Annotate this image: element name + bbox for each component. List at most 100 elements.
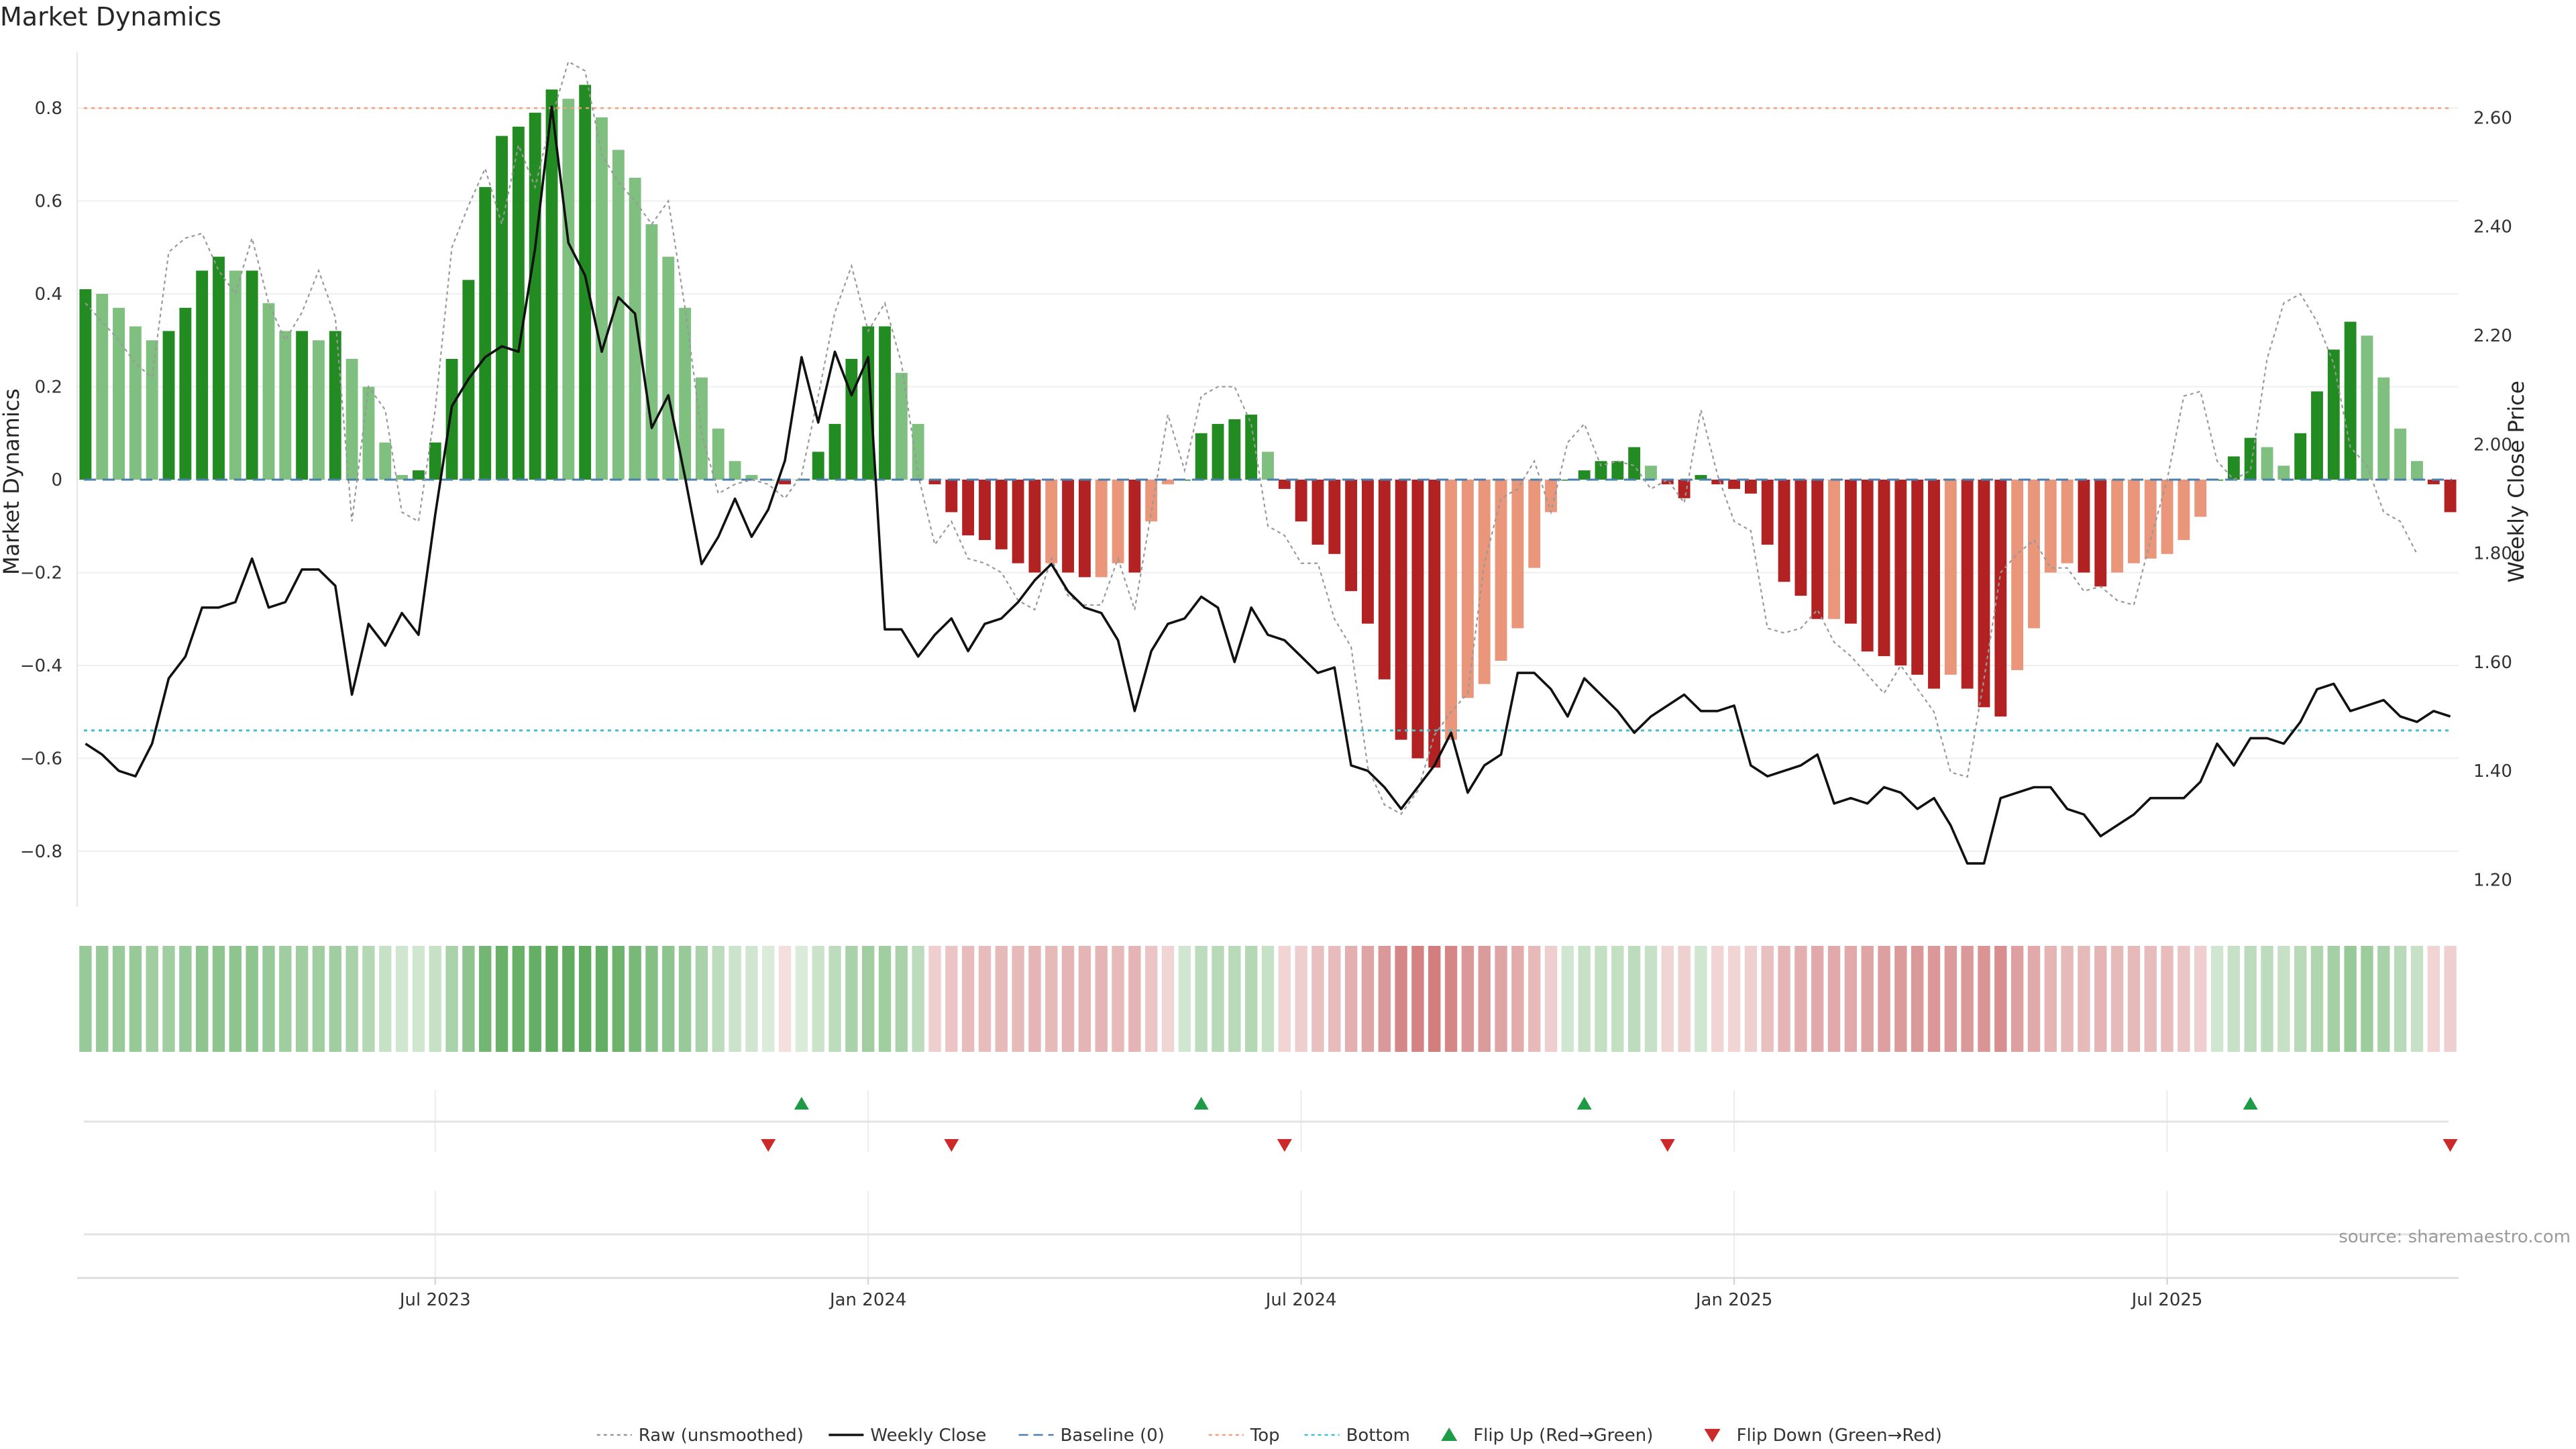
strip-cell (2044, 946, 2057, 1052)
strip-cell (196, 946, 209, 1052)
strip-cell (2161, 946, 2174, 1052)
strip-cell (412, 946, 425, 1052)
strip-cell (1411, 946, 1424, 1052)
strip-cell (1112, 946, 1124, 1052)
legend-label: Weekly Close (870, 1426, 986, 1446)
legend-item: Baseline (0) (1018, 1426, 1165, 1446)
x-tick-label: Jan 2025 (1695, 1290, 1773, 1310)
market-dynamics-bar (1478, 480, 1491, 684)
market-dynamics-bar (629, 177, 641, 480)
market-dynamics-bar (1811, 480, 1824, 619)
strip-cell (1444, 946, 1458, 1052)
market-dynamics-bar (113, 307, 125, 480)
flip-down-marker (761, 1139, 776, 1152)
strip-cell (2377, 946, 2390, 1052)
strip-cell (1478, 946, 1491, 1052)
strip-cell (1778, 946, 1790, 1052)
strip-cell (112, 946, 125, 1052)
legend-label: Top (1250, 1426, 1280, 1446)
x-tick-label: Jul 2023 (398, 1290, 471, 1310)
strip-cell (1544, 946, 1558, 1052)
market-dynamics-bar (679, 307, 692, 480)
strip-cell (2427, 946, 2440, 1052)
legend-flip-up-icon (1441, 1428, 1458, 1441)
strip-cell (1994, 946, 2007, 1052)
market-dynamics-bar (1894, 480, 1907, 665)
strip-cell (1261, 946, 1275, 1052)
market-dynamics-bar (2427, 480, 2440, 484)
strip-cell (279, 946, 292, 1052)
market-dynamics-bar (1878, 480, 1890, 657)
market-dynamics-bar (1761, 480, 1774, 545)
market-dynamics-bar (1445, 480, 1458, 740)
market-dynamics-bar (329, 331, 341, 480)
strip-cell (762, 946, 775, 1052)
strip-cell (2178, 946, 2190, 1052)
market-dynamics-bar (1595, 461, 1607, 480)
strip-cell (1012, 946, 1024, 1052)
strip-cell (1378, 946, 1391, 1052)
market-dynamics-bar (1911, 480, 1924, 675)
strip-cell (512, 946, 525, 1052)
market-dynamics-bar (396, 475, 409, 480)
market-dynamics-bar (1861, 480, 1874, 652)
strip-cell (1228, 946, 1241, 1052)
strip-cell (595, 946, 608, 1052)
strip-cell (162, 946, 175, 1052)
market-dynamics-bar (2377, 377, 2390, 480)
strip-cell (2194, 946, 2207, 1052)
market-dynamics-bar (1645, 466, 1657, 480)
market-dynamics-bar (2178, 480, 2190, 541)
market-dynamics-bar (2294, 433, 2307, 480)
strip-cell (246, 946, 258, 1052)
strip-cell (2144, 946, 2157, 1052)
flip-up-marker (794, 1097, 809, 1110)
market-dynamics-bar (362, 386, 375, 480)
market-dynamics-bar (445, 358, 458, 480)
strip-cell (1061, 946, 1075, 1052)
market-dynamics-bar (1695, 475, 1707, 480)
market-dynamics-bar (1628, 447, 1641, 480)
right-y-tick-label: 1.60 (2473, 653, 2512, 673)
right-y-tick-label: 2.00 (2473, 435, 2512, 455)
market-dynamics-bar (179, 307, 192, 480)
left-y-tick-label: 0 (51, 470, 62, 490)
market-dynamics-bar (379, 442, 392, 480)
market-dynamics-bar (945, 480, 958, 513)
strip-cell (1295, 946, 1307, 1052)
strip-cell (1495, 946, 1507, 1052)
strip-cell (2110, 946, 2124, 1052)
strip-cell (1461, 946, 1474, 1052)
legend-item: Weekly Close (828, 1426, 986, 1446)
x-axis: Jul 2023 Jan 2024 Jul 2024 Jan 2025 Jul 2025 (77, 1277, 2459, 1310)
market-dynamics-bar (1778, 480, 1790, 582)
market-dynamics-bar (2044, 480, 2057, 573)
market-dynamics-bar (2161, 480, 2174, 554)
left-y-axis-label: Market Dynamics (0, 388, 24, 575)
market-dynamics-bar (745, 475, 758, 480)
strip-cell (1078, 946, 1091, 1052)
strip-cell (2244, 946, 2257, 1052)
strip-cell (1145, 946, 1158, 1052)
x-tick-label: Jan 2024 (828, 1290, 907, 1310)
strip-cell (912, 946, 924, 1052)
strip-cell (1528, 946, 1541, 1052)
source-text: source: sharemaestro.com (2339, 1227, 2571, 1247)
strip-cell (1578, 946, 1591, 1052)
strip-cell (545, 946, 558, 1052)
market-dynamics-bar (1112, 480, 1124, 564)
strip-cell (1794, 946, 1807, 1052)
market-dynamics-bar (1245, 415, 1258, 480)
legend-item: Raw (unsmoothed) (596, 1426, 804, 1446)
left-y-tick-label: 0.4 (35, 284, 62, 305)
strength-strip (79, 946, 2457, 1052)
market-dynamics-bar (146, 340, 158, 480)
strip-cell (729, 946, 741, 1052)
line-series (85, 60, 2451, 865)
market-dynamics-bar (1944, 480, 1957, 675)
strip-cell (778, 946, 792, 1052)
chart-title: Market Dynamics (0, 2, 221, 32)
strip-cell (1894, 946, 1907, 1052)
strip-cell (445, 946, 458, 1052)
left-y-tick-label: 0.6 (35, 192, 62, 212)
